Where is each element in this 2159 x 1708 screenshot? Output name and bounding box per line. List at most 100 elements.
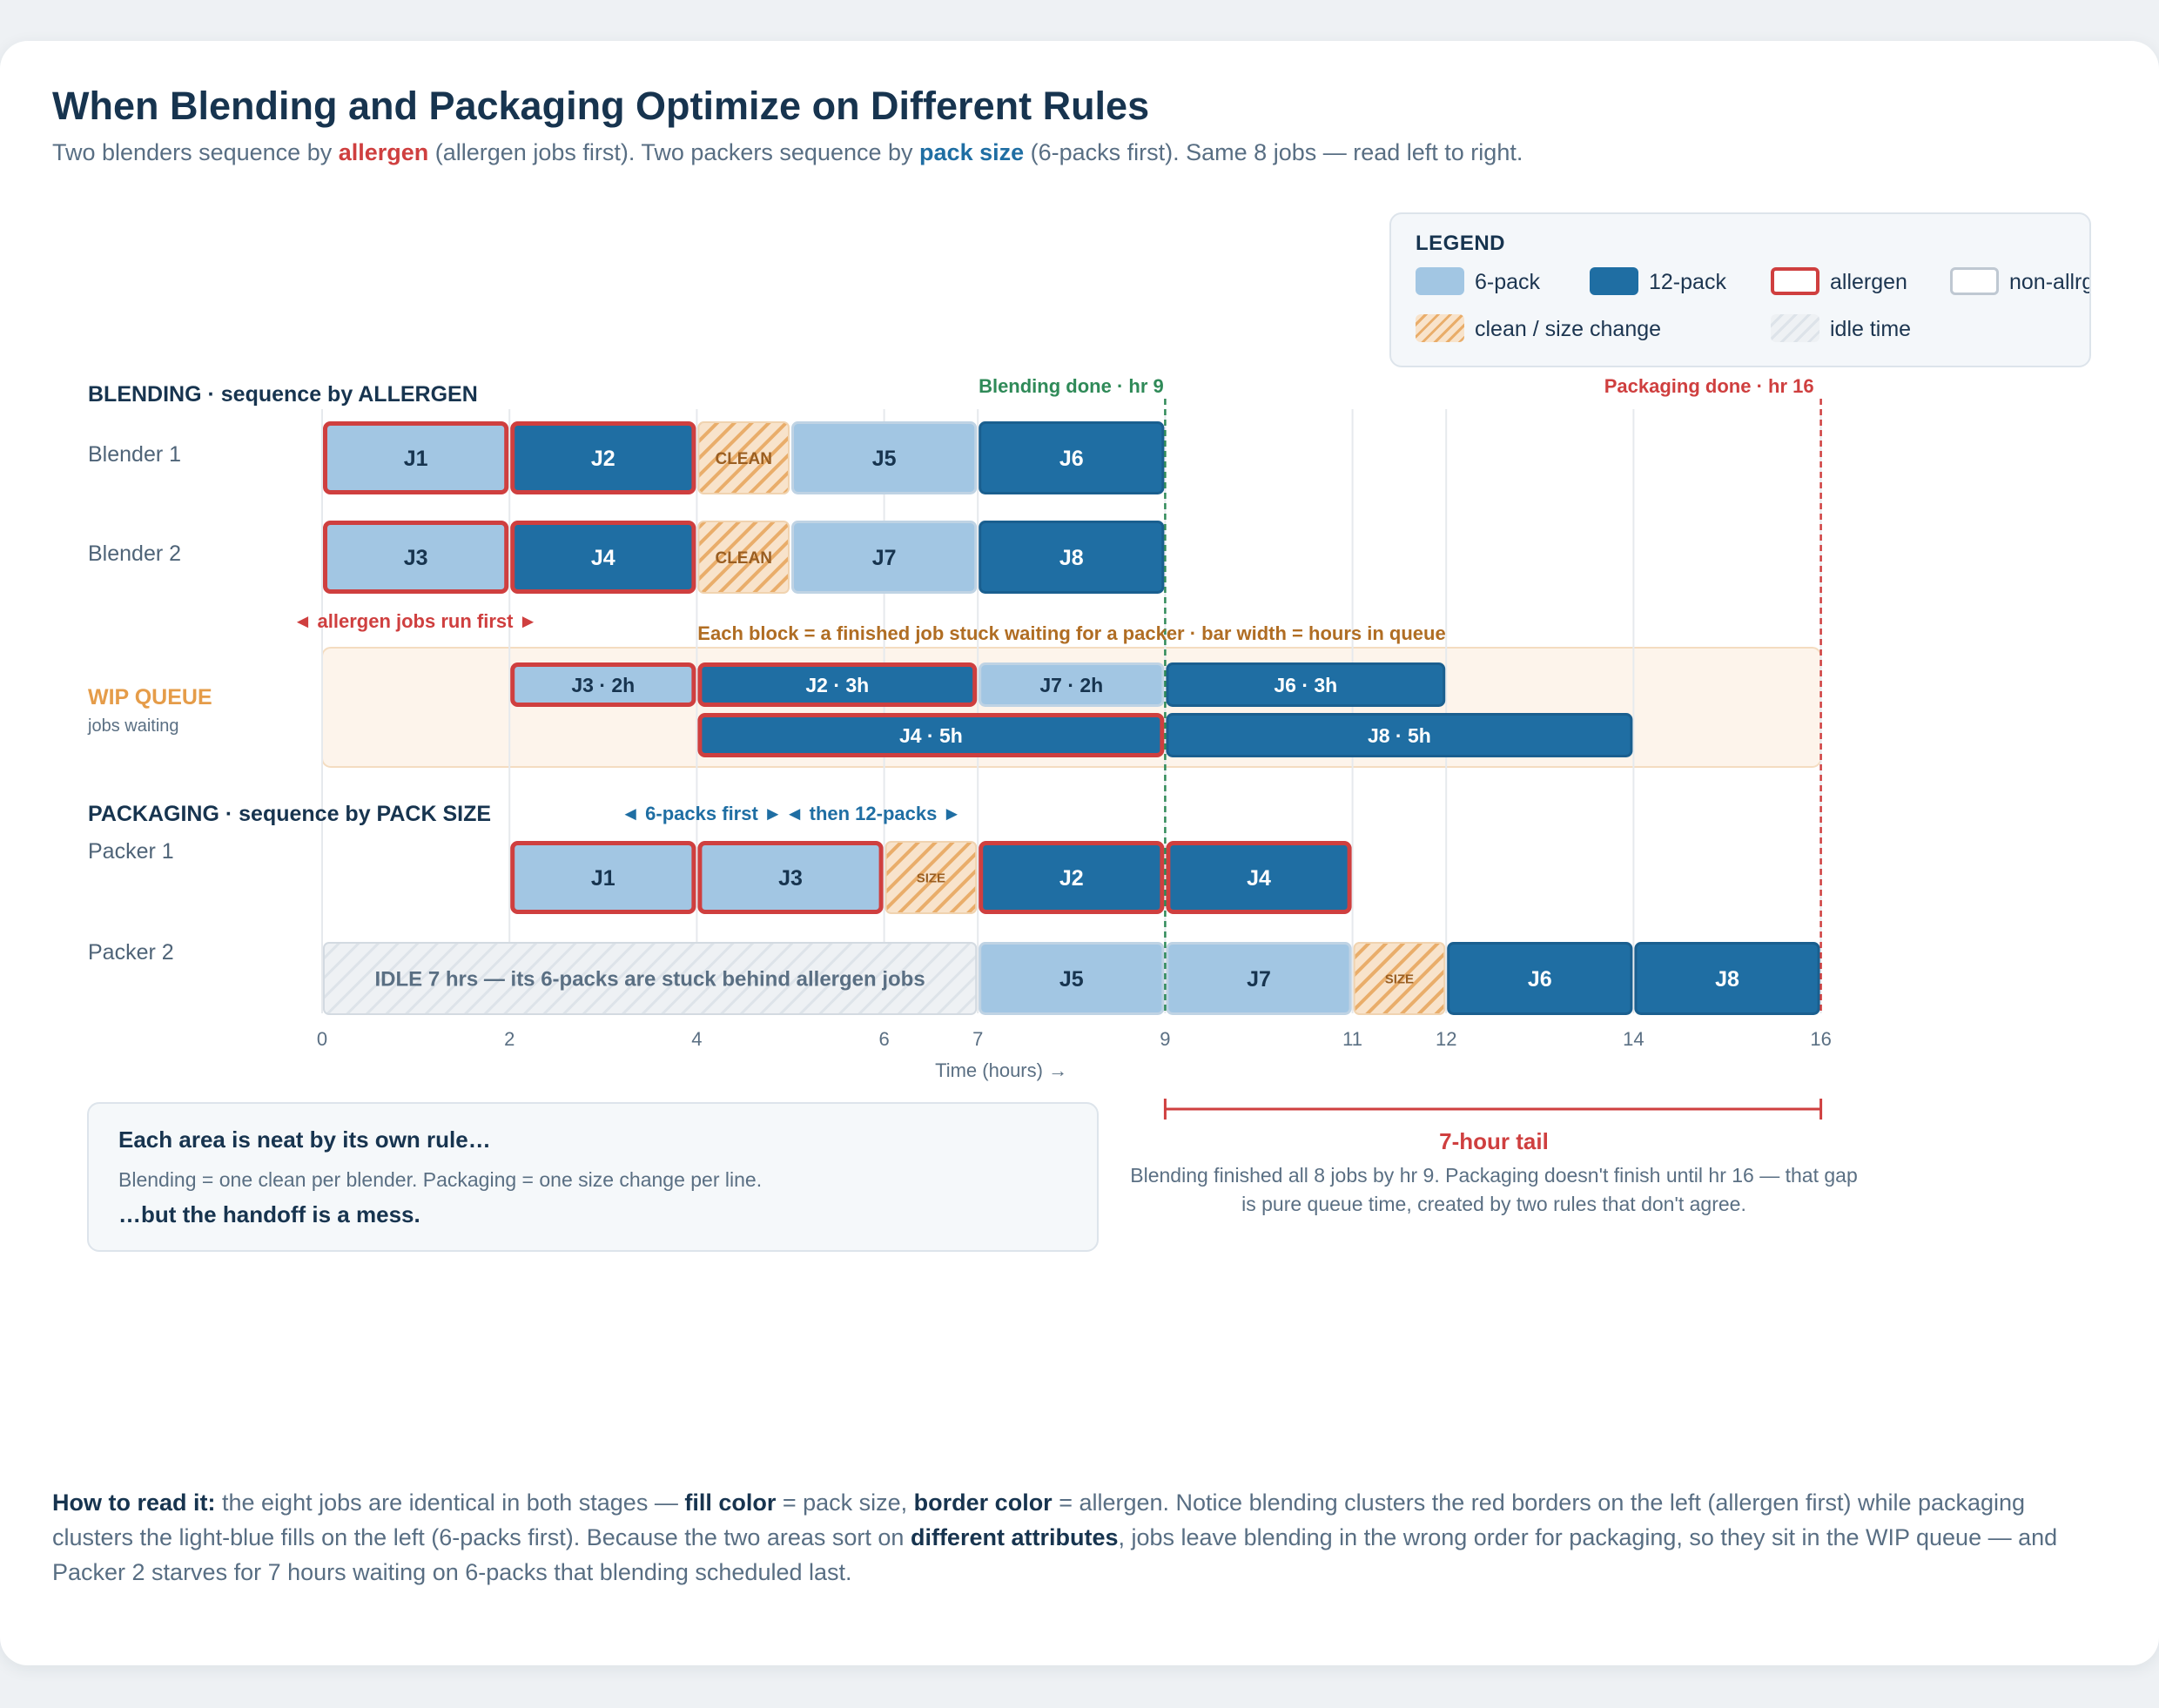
legend-label: 6-pack — [1475, 270, 1541, 294]
job-bar: J7 — [1166, 942, 1352, 1015]
job-bar: IDLE 7 hrs — its 6-packs are stuck behin… — [323, 942, 978, 1015]
changeover-block — [697, 521, 790, 594]
row-label: Blender 1 — [88, 442, 181, 467]
howto-text: the eight jobs are identical in both sta… — [215, 1489, 685, 1516]
how-to-read: How to read it: the eight jobs are ident… — [52, 1485, 2107, 1590]
job-block — [1166, 713, 1633, 757]
job-label: J7 — [1247, 967, 1271, 992]
job-block — [510, 421, 696, 494]
job-bar: J1 — [510, 841, 696, 914]
job-label: J4 — [1247, 866, 1271, 891]
subtitle-text: (6-packs first). Same 8 jobs — read left… — [1024, 139, 1523, 165]
x-tick-label: 12 — [1436, 1028, 1456, 1050]
job-bar: SIZE — [884, 841, 978, 914]
subtitle-pack-size: pack size — [919, 139, 1025, 165]
wip-note-annotation: Each block = a finished job stuck waitin… — [697, 622, 1445, 644]
job-bar: J4 · 5h — [697, 713, 1165, 757]
idle-label: IDLE 7 hrs — its 6-packs are stuck behin… — [374, 968, 925, 992]
legend-title: LEGEND — [1416, 232, 1506, 255]
job-bar: J2 — [979, 841, 1165, 914]
row-label: Blender 2 — [88, 541, 181, 566]
job-block — [791, 521, 978, 594]
job-label: CLEAN — [715, 549, 771, 568]
job-bar: J8 · 5h — [1166, 713, 1633, 757]
blending-done-label: Blending done · hr 9 — [979, 375, 1164, 397]
job-label: J6 — [1059, 447, 1084, 471]
job-bar: J3 — [323, 521, 509, 594]
job-bar: J6 — [1447, 942, 1633, 1015]
x-tick-label: 0 — [317, 1028, 327, 1050]
idle-block — [323, 942, 978, 1015]
legend-swatch-6-pack — [1416, 267, 1464, 295]
x-tick-label: 7 — [972, 1028, 983, 1050]
howto-text: = allergen. Notice blending clusters the… — [52, 1489, 2026, 1550]
x-tick-label: 2 — [504, 1028, 515, 1050]
x-tick-label: 14 — [1623, 1028, 1644, 1050]
legend-swatch-non-allergen — [1950, 267, 1999, 295]
packaging-done-label: Packaging done · hr 16 — [1604, 375, 1814, 397]
job-block — [510, 841, 696, 914]
job-block — [1166, 662, 1446, 707]
page-subtitle: Two blenders sequence by allergen (aller… — [52, 139, 1523, 166]
job-label: SIZE — [1385, 972, 1414, 986]
job-bar: J3 · 2h — [510, 662, 696, 707]
legend-swatch-allergen — [1771, 267, 1819, 295]
howto-fill-color: fill color — [684, 1489, 777, 1516]
job-label: J3 — [778, 866, 803, 891]
job-block — [979, 841, 1165, 914]
job-bar: J2 — [510, 421, 696, 494]
legend-label: 12-pack — [1649, 270, 1726, 294]
job-label: J4 · 5h — [899, 724, 963, 747]
legend-swatch-12-pack — [1590, 267, 1638, 295]
job-block — [510, 662, 696, 707]
job-block — [1634, 942, 1820, 1015]
job-bar: CLEAN — [697, 421, 790, 494]
explanation-heading: Each area is neat by its own rule… — [118, 1126, 491, 1153]
job-label: J8 · 5h — [1368, 724, 1431, 747]
page-title: When Blending and Packaging Optimize on … — [52, 84, 1150, 128]
job-block — [697, 713, 1165, 757]
job-label: J2 · 3h — [805, 674, 869, 696]
job-bar: J8 — [979, 521, 1165, 594]
howto-text: , jobs leave blending in the wrong order… — [52, 1524, 2058, 1585]
legend: LEGEND 6-pack 12-pack allergen non-allrg… — [1389, 212, 2091, 367]
job-bar: J1 — [323, 421, 509, 494]
legend-swatch-changeover — [1416, 314, 1464, 342]
x-tick-label: 4 — [691, 1028, 702, 1050]
job-bar: J5 — [979, 942, 1165, 1015]
job-block — [979, 521, 1165, 594]
tail-text: Blending finished all 8 jobs by hr 9. Pa… — [1130, 1164, 1858, 1215]
x-tick-label: 6 — [878, 1028, 889, 1050]
howto-border-color: border color — [913, 1489, 1053, 1516]
row-label: Packer 2 — [88, 940, 174, 965]
legend-label: allergen — [1830, 270, 1907, 294]
job-block — [323, 521, 509, 594]
job-label: J1 — [404, 447, 428, 471]
job-block — [1166, 942, 1352, 1015]
job-block — [697, 841, 884, 914]
job-bar: J4 — [1166, 841, 1352, 914]
job-label: J5 — [1059, 967, 1084, 992]
job-bar: J6 · 3h — [1166, 662, 1446, 707]
legend-label: idle time — [1830, 317, 1912, 341]
job-label: J2 — [591, 447, 615, 471]
job-label: J8 — [1059, 546, 1084, 570]
job-bar: J7 — [791, 521, 978, 594]
wip-section-subtitle: jobs waiting — [87, 716, 179, 736]
job-block — [979, 942, 1165, 1015]
job-label: J6 — [1528, 967, 1552, 992]
job-block — [510, 521, 696, 594]
job-block — [791, 421, 978, 494]
x-tick-label: 11 — [1342, 1028, 1362, 1050]
job-label: J5 — [872, 447, 897, 471]
job-bar: J7 · 2h — [979, 662, 1165, 707]
job-bar: J5 — [791, 421, 978, 494]
job-block — [979, 421, 1165, 494]
tail-title: 7-hour tail — [1439, 1128, 1549, 1154]
job-block — [697, 662, 978, 707]
job-bar: J6 — [979, 421, 1165, 494]
blending-section-title: BLENDING · sequence by ALLERGEN — [88, 382, 478, 407]
changeover-block — [1353, 942, 1446, 1015]
subtitle-allergen: allergen — [338, 139, 429, 165]
job-bar: J2 · 3h — [697, 662, 978, 707]
